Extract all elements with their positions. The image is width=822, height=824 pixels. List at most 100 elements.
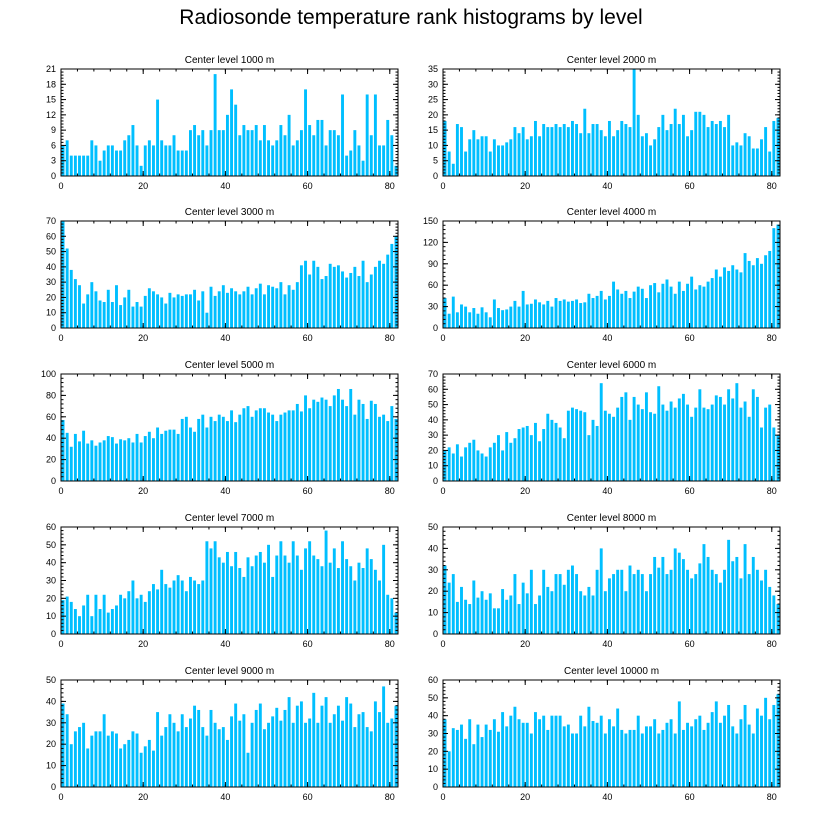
bar bbox=[669, 401, 673, 481]
y-tick-label: 25 bbox=[428, 95, 438, 105]
bar bbox=[73, 279, 77, 328]
bar bbox=[390, 598, 394, 634]
x-tick-label: 20 bbox=[520, 181, 530, 191]
bar bbox=[106, 612, 110, 634]
bar bbox=[213, 295, 217, 328]
x-tick-label: 60 bbox=[303, 333, 313, 343]
bar bbox=[747, 136, 751, 176]
bar bbox=[61, 420, 65, 481]
bar bbox=[123, 140, 127, 176]
bar bbox=[702, 114, 706, 176]
bar bbox=[521, 290, 525, 328]
bar bbox=[468, 312, 472, 328]
bar bbox=[694, 111, 698, 176]
bar bbox=[209, 286, 213, 328]
bar bbox=[739, 145, 743, 176]
y-tick-label: 60 bbox=[428, 384, 438, 394]
bar bbox=[505, 599, 509, 634]
bar bbox=[616, 407, 620, 481]
bar bbox=[332, 395, 336, 481]
bar bbox=[378, 416, 381, 481]
bar bbox=[484, 724, 488, 787]
bar bbox=[119, 150, 123, 176]
bar bbox=[382, 544, 386, 634]
bar bbox=[78, 285, 81, 328]
bar bbox=[291, 145, 295, 176]
bar bbox=[455, 312, 459, 328]
bar bbox=[139, 752, 143, 787]
bar bbox=[382, 686, 386, 787]
bar bbox=[455, 729, 459, 787]
bar bbox=[665, 574, 669, 634]
bar bbox=[542, 715, 546, 787]
bar bbox=[357, 562, 361, 634]
y-tick-label: 40 bbox=[46, 558, 56, 568]
plot-frame bbox=[442, 220, 781, 329]
bar bbox=[115, 443, 118, 481]
bar bbox=[673, 548, 677, 634]
y-tick-label: 30 bbox=[46, 718, 56, 728]
bar bbox=[607, 578, 611, 634]
bar bbox=[234, 551, 238, 634]
bar bbox=[131, 442, 135, 481]
bar bbox=[69, 269, 73, 328]
bar bbox=[312, 555, 316, 634]
bar bbox=[546, 413, 550, 481]
bar bbox=[86, 294, 90, 328]
bar bbox=[534, 120, 537, 176]
bar bbox=[61, 703, 65, 787]
bar bbox=[349, 566, 353, 634]
panel-9: Center level 9000 m 0 10 20 30 40 50 0 20 40 60 80 bbox=[46, 666, 399, 802]
bar bbox=[267, 544, 270, 634]
bar bbox=[250, 566, 254, 634]
bars bbox=[443, 383, 780, 481]
bar bbox=[751, 733, 755, 787]
bar bbox=[275, 555, 279, 634]
x-tick-label: 0 bbox=[58, 486, 63, 496]
bar bbox=[308, 718, 312, 787]
bar bbox=[546, 300, 550, 328]
bar bbox=[488, 593, 492, 634]
bar bbox=[213, 74, 217, 176]
bar bbox=[156, 712, 160, 787]
bar bbox=[115, 285, 118, 328]
bar bbox=[657, 292, 661, 328]
bar bbox=[468, 442, 472, 481]
x-tick-label: 0 bbox=[440, 792, 445, 802]
bar bbox=[336, 135, 340, 176]
x-tick-label: 40 bbox=[602, 181, 612, 191]
bar bbox=[690, 578, 694, 634]
y-tick-label: 35 bbox=[428, 64, 438, 74]
bar bbox=[681, 729, 685, 787]
panel-title: Center level 5000 m bbox=[185, 360, 275, 371]
y-tick-label: 40 bbox=[428, 543, 438, 553]
bar bbox=[73, 609, 77, 634]
bar bbox=[201, 130, 205, 176]
bar bbox=[193, 125, 197, 176]
bar bbox=[677, 398, 681, 481]
bar bbox=[636, 569, 640, 634]
bar bbox=[743, 544, 747, 634]
bar bbox=[488, 317, 492, 328]
bar bbox=[267, 412, 270, 481]
bar bbox=[291, 541, 295, 634]
bar bbox=[583, 108, 587, 176]
bar bbox=[571, 733, 574, 787]
bar bbox=[723, 715, 726, 787]
bar bbox=[529, 569, 533, 634]
bar bbox=[65, 140, 69, 176]
plot-frame bbox=[60, 220, 399, 329]
bar bbox=[595, 569, 599, 634]
y-tick-label: 10 bbox=[428, 461, 438, 471]
bar bbox=[731, 398, 735, 481]
y-tick-label: 3 bbox=[51, 156, 56, 166]
bar bbox=[189, 130, 192, 176]
bar bbox=[295, 705, 299, 787]
bar bbox=[262, 408, 266, 481]
bar bbox=[365, 548, 369, 634]
bar bbox=[160, 433, 164, 481]
bar bbox=[69, 744, 73, 787]
bar bbox=[669, 286, 673, 328]
bar bbox=[156, 589, 160, 634]
bar bbox=[460, 456, 463, 481]
